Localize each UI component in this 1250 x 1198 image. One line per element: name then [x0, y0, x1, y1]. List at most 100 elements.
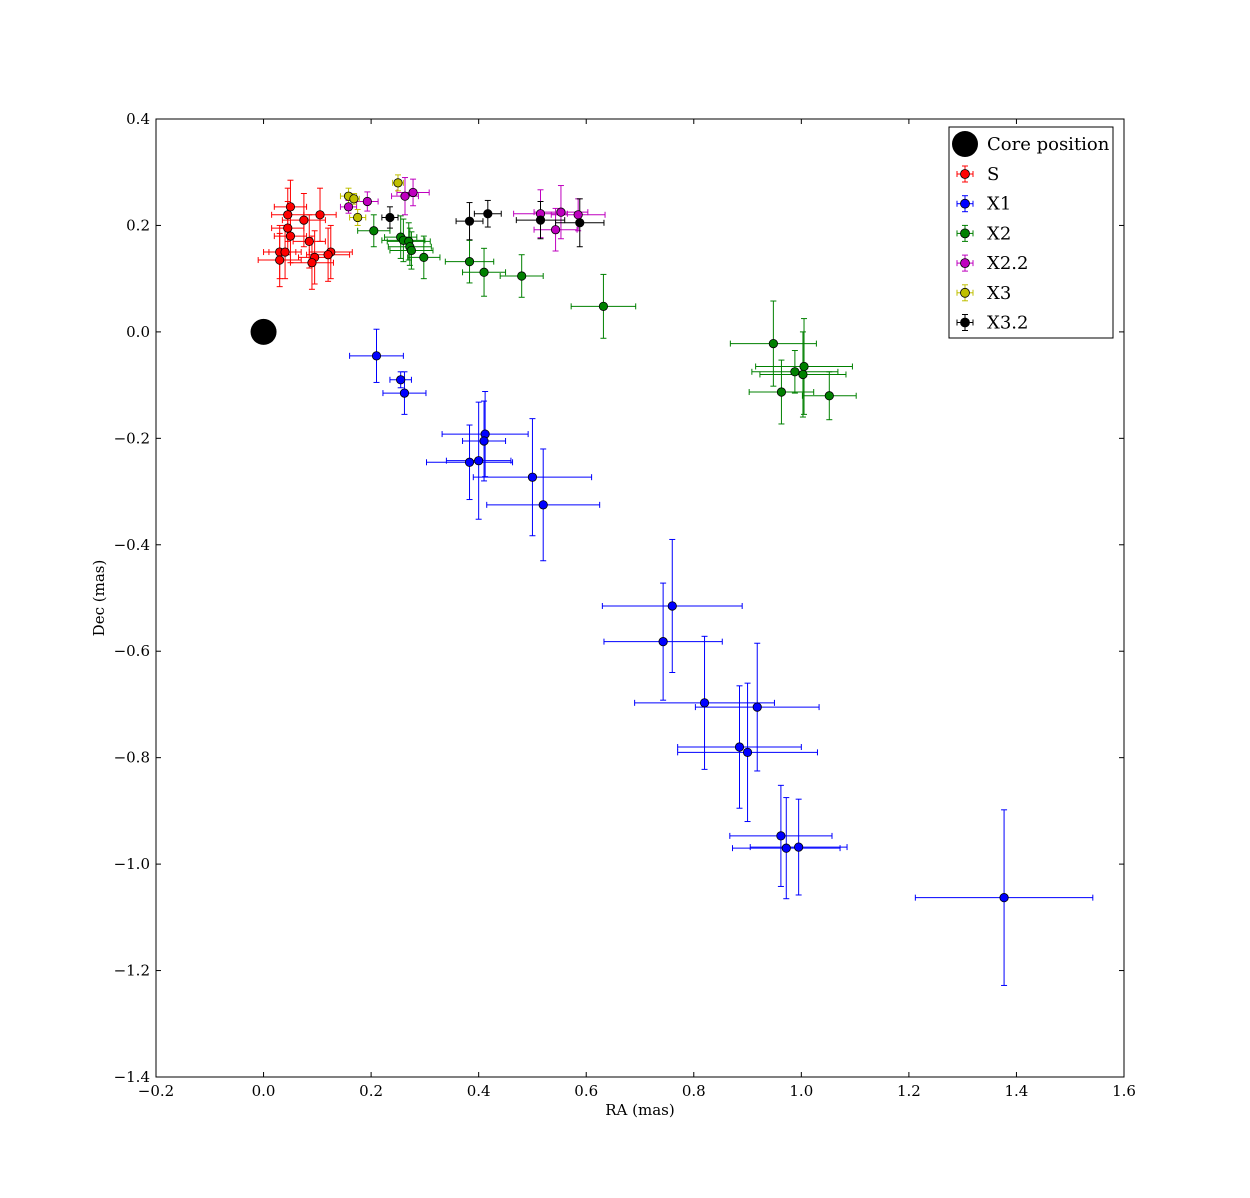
data-point-s [299, 215, 309, 225]
data-point-s [280, 247, 290, 257]
data-point-x2-2 [400, 191, 410, 201]
x-tick-label: −0.2 [138, 1082, 174, 1100]
data-point-x2 [406, 245, 417, 256]
x-tick-label: 1.4 [1005, 1082, 1029, 1100]
legend-marker-x2-2 [956, 254, 974, 272]
ticks: −0.2 0.0 0.2 0.4 0.6 0.8 1.0 1.2 1.4 1.6 −1.4 −1.2 −… [114, 110, 1136, 1100]
data-point-x1 [742, 747, 753, 757]
legend-marker-x3 [956, 284, 974, 302]
legend-label-x3: X3 [987, 283, 1011, 304]
y-tick-label: −1.2 [114, 962, 150, 980]
legend-label-x1: X1 [987, 194, 1011, 215]
data-point-s [315, 210, 325, 220]
legend-label-x3-2: X3.2 [987, 313, 1028, 334]
legend-label-s: S [987, 164, 999, 185]
data-point-s [285, 202, 296, 212]
data-point-x3-2 [483, 209, 493, 219]
data-point-s [307, 258, 317, 268]
data-point-x2 [517, 271, 527, 281]
y-tick-label: −0.6 [114, 642, 150, 660]
data-point-x1 [794, 842, 804, 852]
data-point-x2 [799, 361, 809, 372]
x-axis-label: RA (mas) [605, 1101, 674, 1119]
data-point-x1 [734, 742, 745, 752]
data-points [250, 178, 1009, 903]
data-point-x2 [598, 301, 609, 311]
x-tick-label: 1.2 [897, 1082, 921, 1100]
data-point-x1 [999, 893, 1009, 903]
data-point-x1 [527, 472, 538, 482]
legend-core-marker [952, 131, 978, 157]
data-point-x2 [464, 257, 475, 267]
data-point-x1 [464, 457, 475, 467]
data-point-x2 [798, 369, 808, 380]
data-point-s [285, 231, 296, 241]
data-point-s [323, 250, 333, 260]
x-tick-label: 1.0 [789, 1082, 813, 1100]
data-point-x3-2 [575, 218, 585, 228]
y-tick-label: −1.4 [114, 1068, 150, 1086]
data-point-x3 [353, 212, 363, 223]
data-point-x1 [752, 702, 762, 712]
legend-label-core: Core position [987, 134, 1110, 155]
data-point-x2-2 [550, 225, 561, 235]
data-point-x1 [399, 388, 410, 398]
data-point-x1 [371, 351, 382, 361]
legend-marker-x3-2 [956, 314, 974, 331]
legend-label-x2: X2 [987, 223, 1011, 244]
x-tick-label: 0.6 [574, 1082, 598, 1100]
legend-label-x2-2: X2.2 [987, 253, 1028, 274]
data-point-x1 [396, 375, 406, 385]
data-point-x2-2 [343, 202, 354, 212]
core-position-marker [250, 318, 277, 345]
y-tick-label: 0.4 [126, 110, 150, 128]
data-point-s [304, 236, 314, 247]
data-point-x3 [393, 178, 403, 188]
data-point-x1 [538, 500, 548, 510]
x-tick-label: 0.2 [359, 1082, 383, 1100]
data-point-x2 [768, 338, 778, 349]
data-point-x3-2 [535, 215, 546, 225]
data-point-s [283, 223, 293, 233]
data-point-x2 [369, 226, 379, 236]
data-point-x3-2 [464, 216, 475, 226]
data-point-x1 [781, 843, 791, 853]
y-tick-label: 0.0 [126, 323, 150, 341]
data-point-x2 [790, 367, 800, 377]
y-tick-label: −0.2 [114, 429, 150, 447]
y-axis-label: Dec (mas) [90, 560, 108, 637]
x-tick-label: 1.6 [1112, 1082, 1136, 1100]
x-tick-label: 0.4 [467, 1082, 491, 1100]
data-point-x1 [699, 698, 710, 708]
data-point-x3-2 [385, 212, 395, 223]
legend-marker-x2 [956, 224, 974, 242]
data-point-x2 [479, 267, 489, 277]
y-tick-label: −1.0 [114, 855, 150, 873]
legend-marker-x1 [956, 195, 974, 213]
data-point-x1 [474, 456, 484, 466]
data-point-x1 [658, 637, 668, 647]
y-tick-label: −0.8 [114, 749, 150, 767]
legend: Core position S X1 X2 X2.2 X3 X3.2 [948, 126, 1114, 339]
x-tick-label: 0.0 [252, 1082, 276, 1100]
y-tick-label: −0.4 [114, 536, 150, 554]
data-point-x2-2 [362, 196, 372, 207]
y-tick-label: 0.2 [126, 216, 150, 234]
data-point-x2 [419, 252, 429, 262]
x-tick-label: 0.8 [682, 1082, 706, 1100]
plot-area-frame [155, 118, 1125, 1078]
data-point-x3 [349, 194, 359, 204]
data-point-s [283, 210, 293, 220]
data-point-x1 [479, 436, 489, 446]
data-point-x2-2 [556, 207, 566, 217]
data-point-x2 [776, 387, 787, 397]
legend-box [948, 126, 1114, 339]
data-point-x2-2 [573, 210, 583, 220]
data-point-x2 [824, 391, 834, 401]
legend-marker-s [956, 165, 974, 183]
data-point-s [275, 255, 285, 265]
data-point-x2-2 [408, 187, 418, 198]
data-point-x1 [667, 601, 677, 611]
data-point-x1 [776, 831, 786, 841]
